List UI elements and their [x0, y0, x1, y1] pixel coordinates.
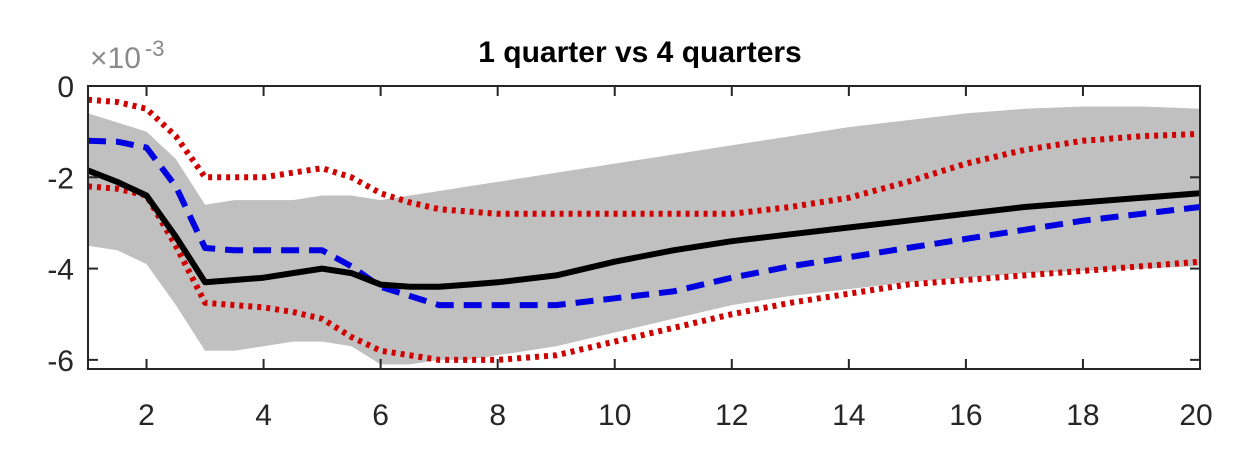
tick-layer: 2 4 6 8 10 12 14 16 18 20 -6 -4 -2 0 [47, 71, 1212, 432]
y-tick-label: -6 [47, 345, 74, 378]
dashed-line-series [87, 137, 1201, 309]
y-tick-label: 0 [57, 71, 74, 104]
confidence-band-layer [88, 106, 1200, 365]
y-axis-multiplier: ×10 -3 [90, 36, 164, 75]
x-tick-label: 6 [372, 399, 389, 432]
y-tick-label: -4 [47, 254, 74, 287]
x-tick-label: 10 [598, 399, 631, 432]
dotted-lower-bound-series [87, 183, 1201, 363]
x-tick-label: 18 [1066, 399, 1099, 432]
x-tick-label: 8 [489, 399, 506, 432]
chart-title: 1 quarter vs 4 quarters [478, 36, 801, 69]
x-tick-label: 20 [1179, 399, 1212, 432]
series-layer [86, 96, 1201, 363]
y-tick-label: -2 [47, 162, 74, 195]
y-multiplier-base: ×10 [90, 42, 141, 75]
x-tick-label: 14 [832, 399, 865, 432]
x-tick-label: 2 [138, 399, 155, 432]
x-tick-label: 12 [715, 399, 748, 432]
y-multiplier-exponent: -3 [145, 36, 165, 61]
x-tick-label: 4 [255, 399, 272, 432]
confidence-band [88, 106, 1200, 365]
axes-box [87, 85, 1201, 370]
x-tick-label: 16 [949, 399, 982, 432]
solid-line-series [86, 167, 1201, 290]
